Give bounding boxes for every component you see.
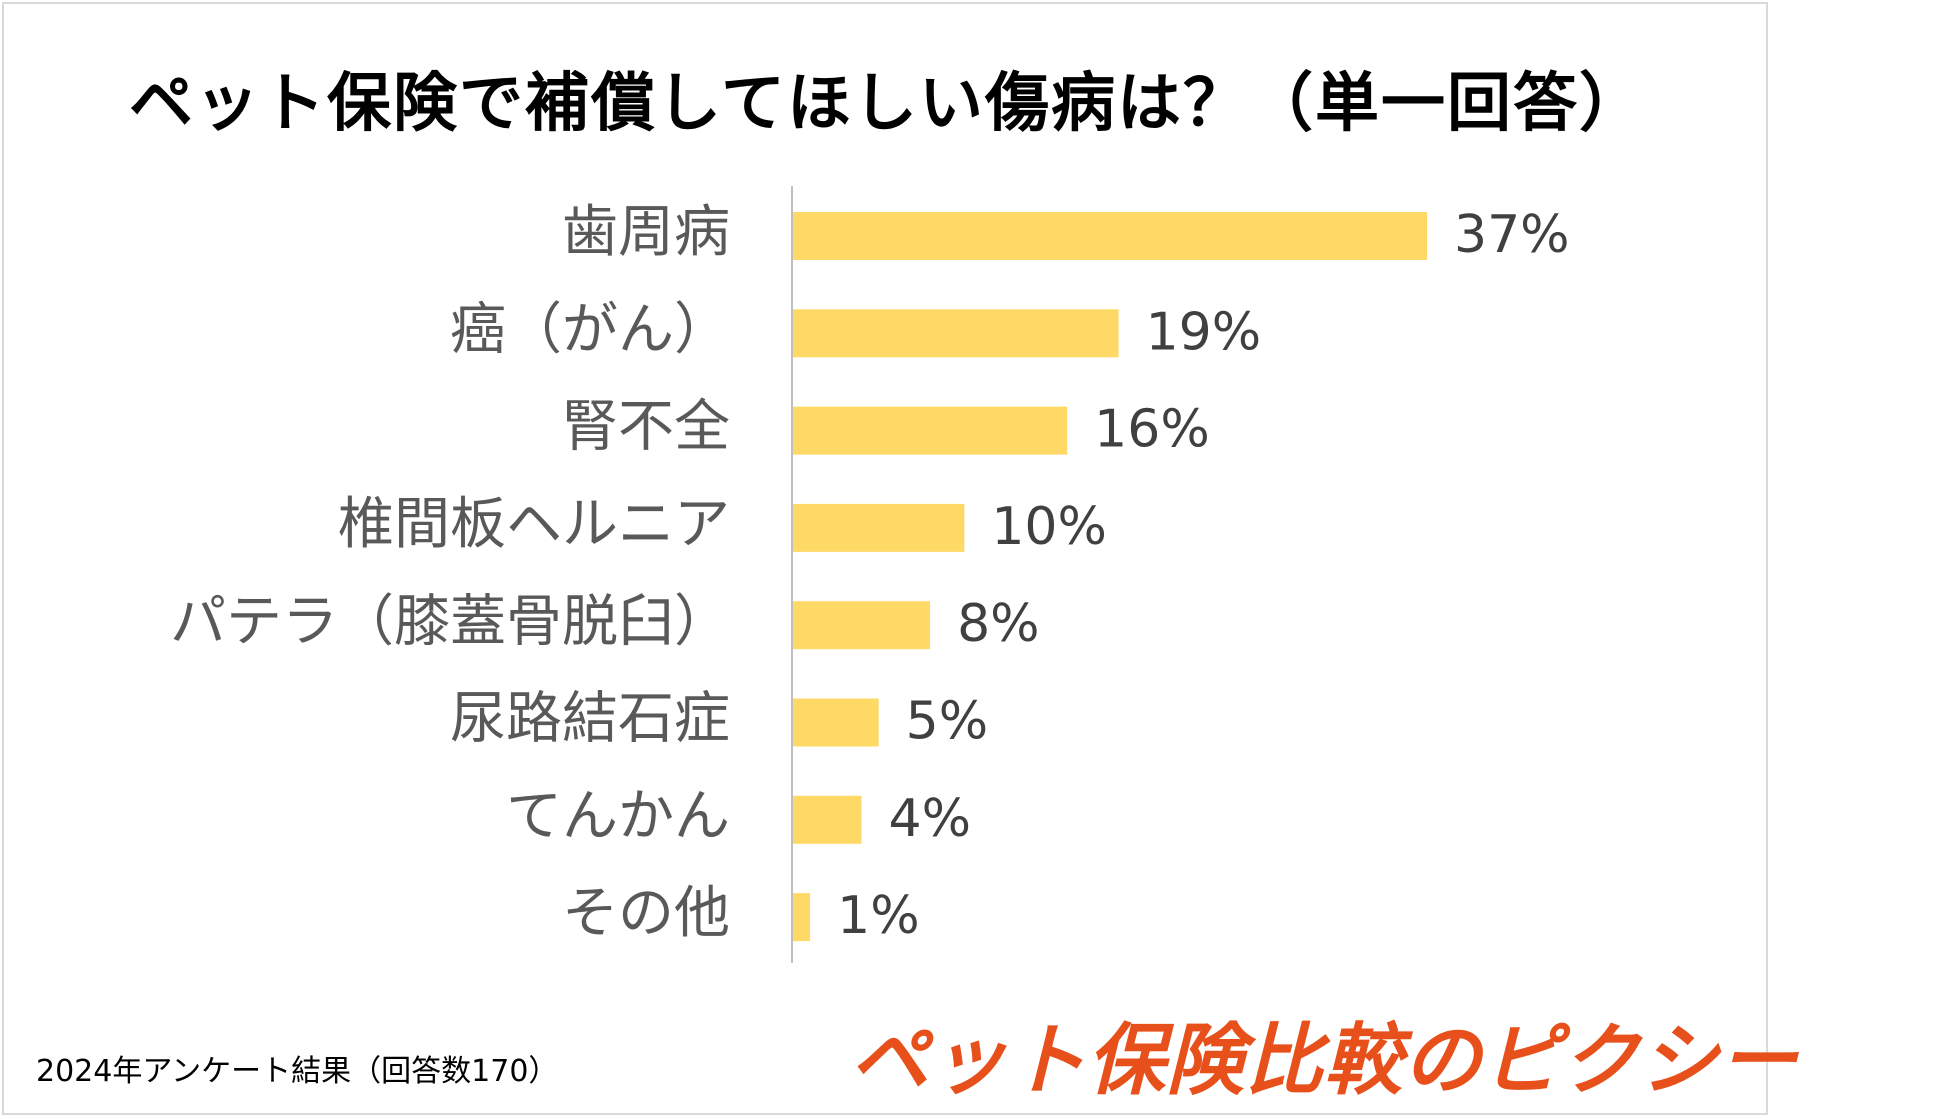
value-label-1: 19% [1146,302,1262,362]
bar-3 [793,503,965,552]
value-label-3: 10% [991,497,1107,557]
value-label-5: 5% [906,692,989,752]
brand-logo-text: ペット保険比較のピクシー [850,1016,1799,1106]
category-label-1: 癌（がん） [450,297,730,362]
category-label-5: 尿路結石症 [450,687,730,752]
category-label-0: 歯周病 [562,200,730,265]
bar-7 [793,893,811,942]
category-label-4: パテラ（膝蓋骨脱臼） [170,589,730,654]
category-label-2: 腎不全 [562,395,730,460]
value-label-0: 37% [1454,205,1570,265]
category-label-7: その他 [562,881,730,946]
value-label-6: 4% [889,789,972,849]
bar-1 [793,309,1119,358]
value-label-7: 1% [837,886,920,946]
category-label-6: てんかん [506,784,730,849]
category-label-3: 椎間板ヘルニア [338,492,730,557]
bar-2 [793,406,1068,455]
bar-5 [793,698,879,747]
bar-0 [793,212,1427,260]
bar-4 [793,601,931,650]
chart-frame: ペット保険で補償してほしい傷病は？（単一回答） [2,2,1768,1115]
value-label-4: 8% [957,594,1040,654]
chart-title: ペット保険で補償してほしい傷病は？（単一回答） [128,67,1646,141]
bar-6 [793,795,862,844]
survey-footnote: 2024年アンケート結果（回答数170） [36,1054,559,1089]
value-label-2: 16% [1094,400,1210,460]
